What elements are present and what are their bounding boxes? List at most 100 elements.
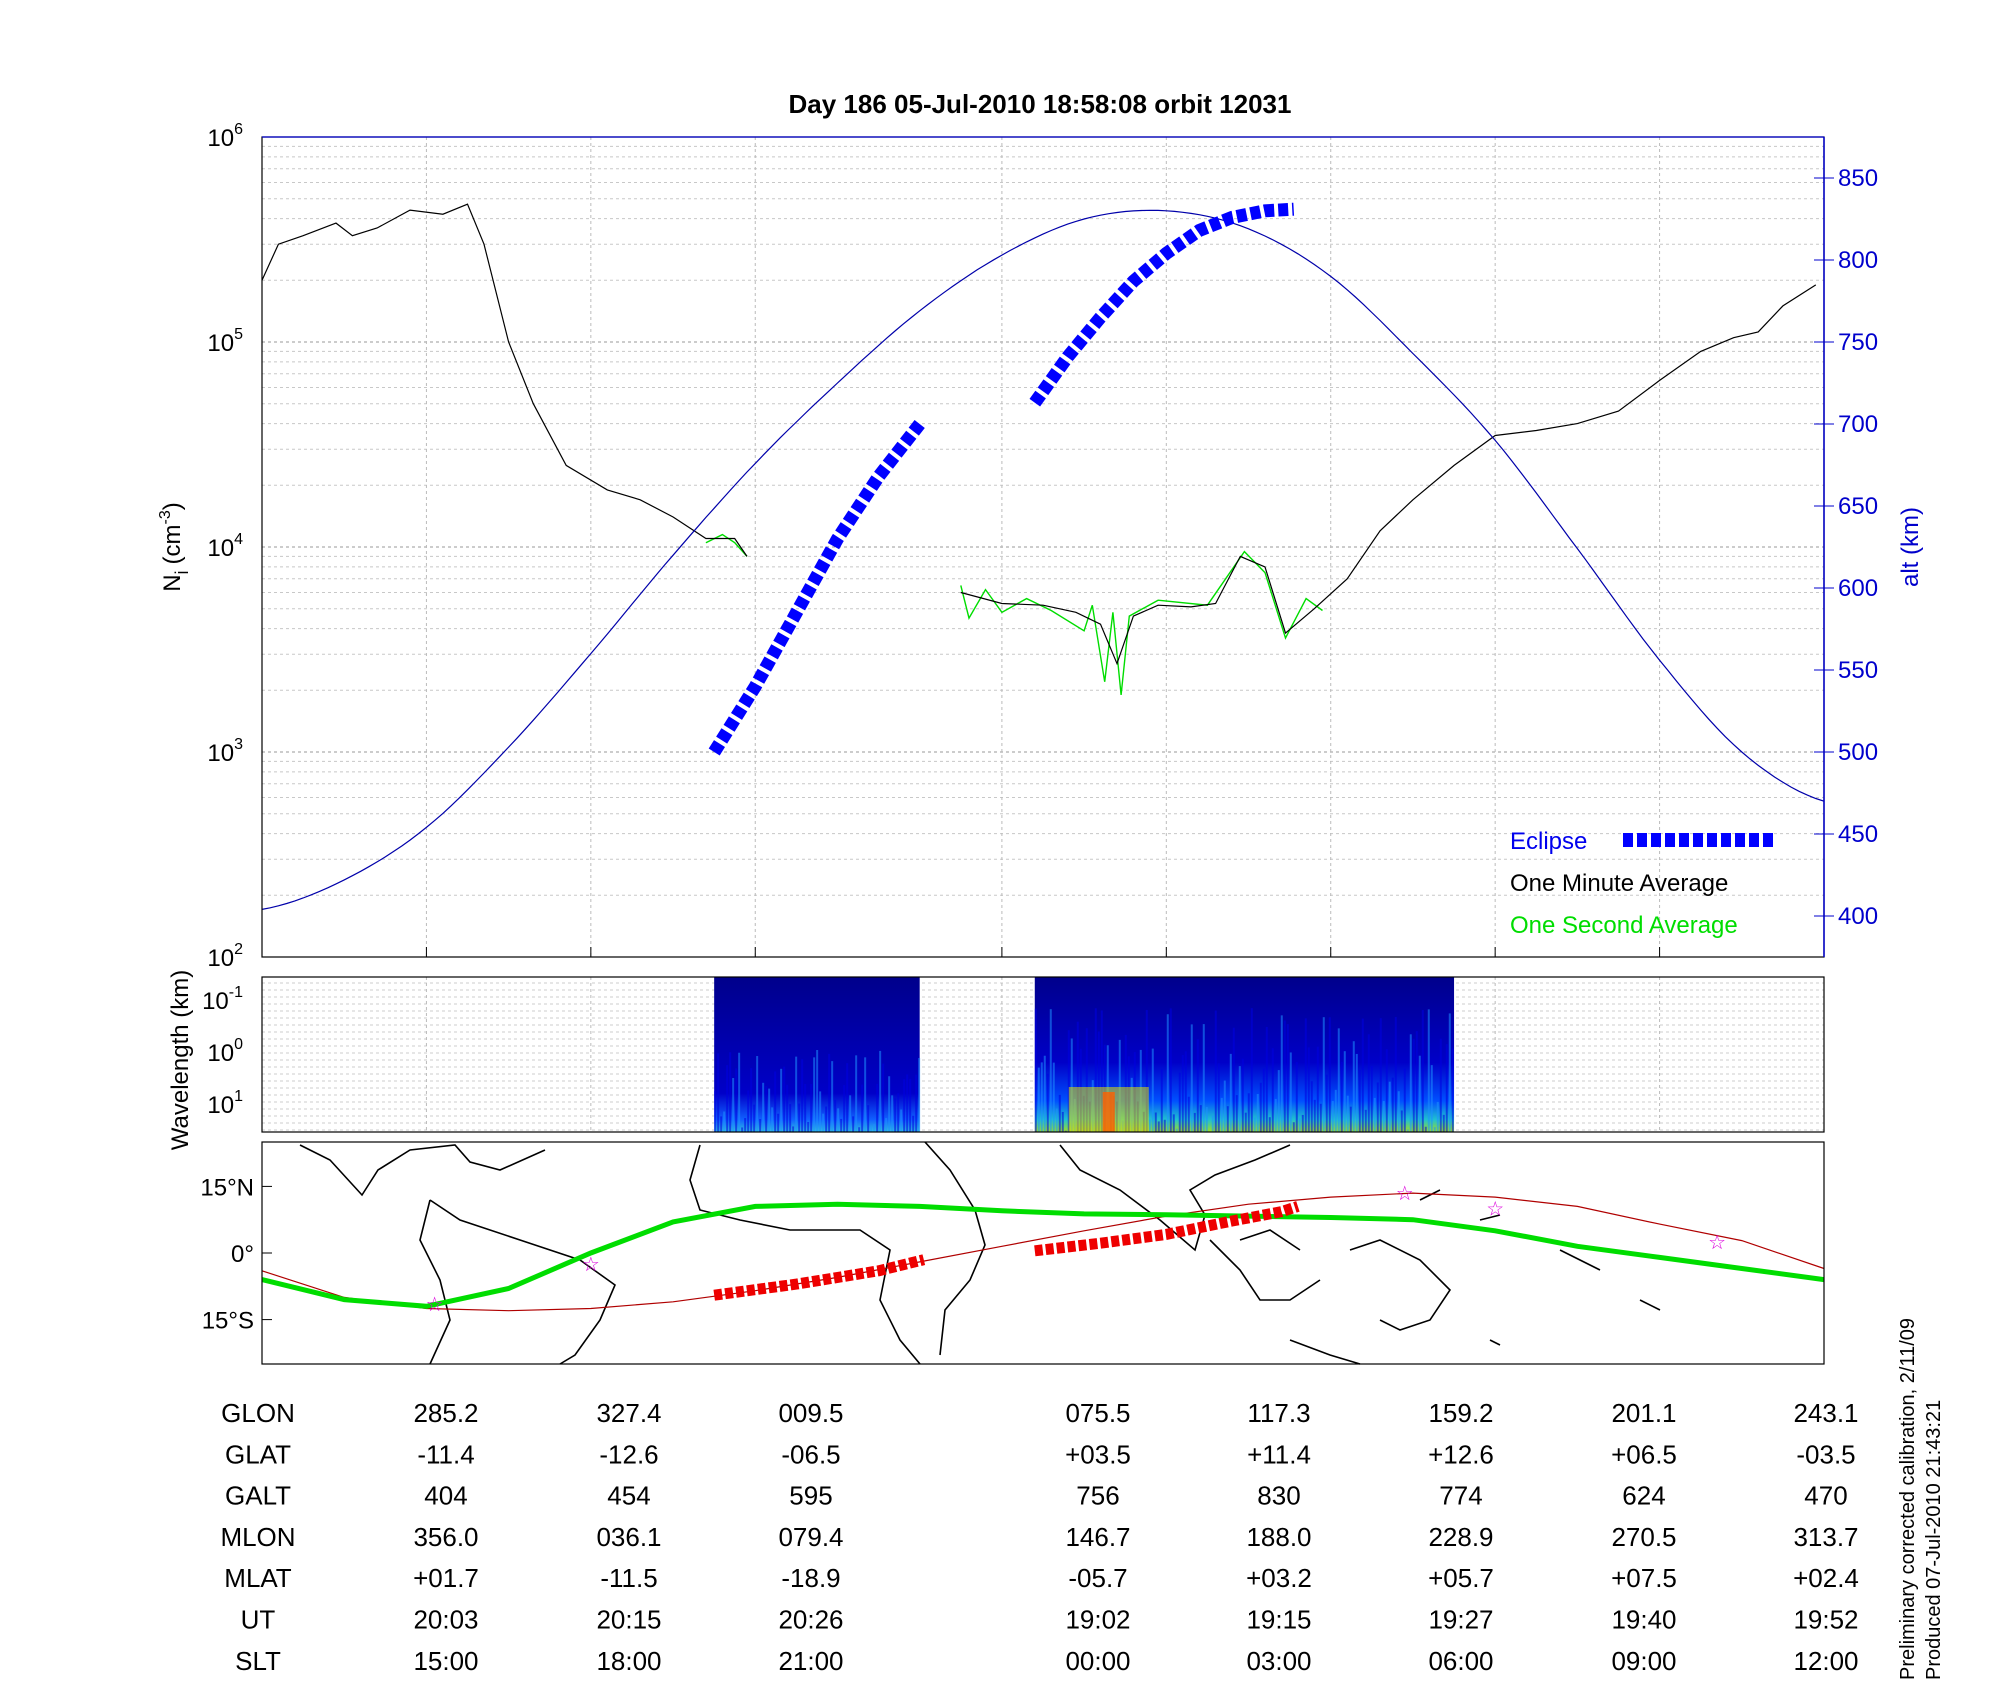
spectrogram-streak: [810, 1084, 813, 1132]
table-cell: 146.7: [1065, 1522, 1130, 1552]
y2tick-label: 650: [1838, 493, 1878, 520]
spectrogram-streak: [1337, 1028, 1340, 1132]
y2tick-label: 600: [1838, 575, 1878, 602]
spectrogram-streak: [1358, 1069, 1361, 1132]
spectrogram-streak: [1436, 1101, 1439, 1132]
table-cell: 243.1: [1793, 1398, 1858, 1428]
spectrogram-streak: [909, 1078, 912, 1132]
spectrogram-streak: [1151, 1048, 1154, 1132]
table-cell: 356.0: [413, 1522, 478, 1552]
footnote-line1: Preliminary corrected calibration, 2/11/…: [1897, 1318, 1919, 1680]
spectrogram-streak: [1217, 1063, 1220, 1132]
y2tick-label: 850: [1838, 165, 1878, 192]
spectrogram-streak: [1193, 1112, 1196, 1132]
spectrogram-streak: [1274, 1098, 1277, 1132]
spectrogram-streak: [1397, 1091, 1400, 1132]
spectrogram-streak: [1181, 1055, 1184, 1132]
field-line: [261, 1192, 1825, 1312]
table-cell: 19:02: [1065, 1605, 1130, 1635]
spectrogram-streak: [1334, 1089, 1337, 1132]
spectrogram-streak: [744, 1118, 747, 1132]
spectrogram-streak: [1085, 1028, 1088, 1132]
table-cell: 404: [424, 1481, 467, 1511]
one-minute-line: [960, 284, 1817, 666]
eclipse-line: [708, 419, 925, 756]
spectrogram-streak: [738, 1052, 741, 1132]
spectrogram-streak: [780, 1068, 783, 1132]
y2tick-label: 700: [1838, 411, 1878, 438]
spectrogram-streak: [1355, 1053, 1358, 1132]
table-cell: +06.5: [1611, 1439, 1677, 1469]
spectrogram-streak: [1064, 1130, 1067, 1132]
map-ytick-label: 15°N: [200, 1174, 254, 1201]
spectrogram-streak: [867, 1105, 870, 1132]
spectrogram-streak: [894, 1098, 897, 1132]
altitude-line: [261, 209, 1825, 910]
spectrogram-streak: [798, 1103, 801, 1132]
spectrogram-streak: [873, 1124, 876, 1132]
spectrogram-streak: [1226, 1106, 1229, 1132]
table-cell: +03.2: [1246, 1563, 1312, 1593]
spectrogram-streak: [1424, 1126, 1427, 1132]
spectrogram-streak: [900, 1109, 903, 1132]
spectrogram-streak: [1094, 1008, 1097, 1132]
spectrogram-streak: [1166, 1014, 1169, 1132]
spectrogram-streak: [1421, 1010, 1424, 1132]
table-cell: 009.5: [778, 1398, 843, 1428]
spectrogram-streak: [1367, 1034, 1370, 1132]
spectrogram-panel: 10-1 100 101 Wavelength (km): [167, 970, 1825, 1150]
ytick-label: 105: [207, 326, 243, 357]
spectrogram-streak: [1046, 1073, 1049, 1132]
density-panel: 102 103 104 105 106 400 450 500 550 600 650 700 750…: [157, 121, 1924, 972]
table-cell: 20:26: [778, 1605, 843, 1635]
spectrogram-streak: [1277, 1070, 1280, 1132]
spectrogram-streak: [1385, 1049, 1388, 1132]
spectrogram-streak: [1229, 1053, 1232, 1132]
table-cell: 19:52: [1793, 1605, 1858, 1635]
spectrogram-streak: [915, 1074, 918, 1132]
spectrogram-streak: [1169, 1008, 1172, 1132]
spectrogram-streak: [771, 1107, 774, 1132]
spectrogram-streak: [852, 1116, 855, 1132]
spectrogram-streak: [741, 1127, 744, 1132]
spectrogram-streak: [1280, 1015, 1283, 1132]
spectrogram-streak: [717, 1053, 720, 1132]
table-cell: 159.2: [1428, 1398, 1493, 1428]
density-series: [261, 202, 1825, 910]
spectrogram-streak: [1256, 1093, 1259, 1132]
spectrogram-streak: [1310, 1081, 1313, 1132]
map-series: ☆ ☆ ☆ ☆ ☆: [261, 1183, 1825, 1316]
spectrogram-streak: [1295, 1062, 1298, 1132]
spectrogram-streak: [888, 1076, 891, 1132]
spectrogram-streak: [858, 1127, 861, 1132]
density-yticks: 102 103 104 105 106: [207, 121, 243, 972]
spectrogram-streak: [834, 1099, 837, 1132]
spectrogram-streak: [1202, 1024, 1205, 1132]
spectrogram-streak: [843, 1084, 846, 1132]
spectrogram-streak: [777, 1113, 780, 1132]
spectrogram-streak: [720, 1116, 723, 1132]
spectrogram-streak: [1160, 1069, 1163, 1132]
table-cell: 117.3: [1247, 1398, 1310, 1428]
spectrogram-streak: [732, 1078, 735, 1132]
spectrogram-yticks: 10-1 100 101: [202, 984, 243, 1119]
one-second-line: [960, 550, 1323, 695]
table-cell: 19:15: [1246, 1605, 1311, 1635]
spectrogram-streak: [1448, 1013, 1451, 1132]
chart-title: Day 186 05-Jul-2010 18:58:08 orbit 12031: [789, 89, 1292, 119]
spectrogram-streak: [1361, 1018, 1364, 1132]
table-cell: 036.1: [596, 1522, 661, 1552]
spectrogram-streak: [1211, 1115, 1214, 1132]
spectrogram-streak: [1400, 1110, 1403, 1132]
ytick-label: 104: [207, 531, 243, 562]
spectrogram-streak: [1163, 1119, 1166, 1132]
spectrogram-streak: [1040, 1062, 1043, 1132]
table-cell: 075.5: [1065, 1398, 1130, 1428]
table-cell: 20:15: [596, 1605, 661, 1635]
spectrogram-streak: [1247, 1093, 1250, 1132]
table-cell: 624: [1622, 1481, 1665, 1511]
spectrogram-streak: [837, 1108, 840, 1132]
spectrogram-streak: [1316, 1046, 1319, 1132]
spectrogram-streak: [885, 1118, 888, 1132]
spectrogram-streak: [1343, 1051, 1346, 1132]
